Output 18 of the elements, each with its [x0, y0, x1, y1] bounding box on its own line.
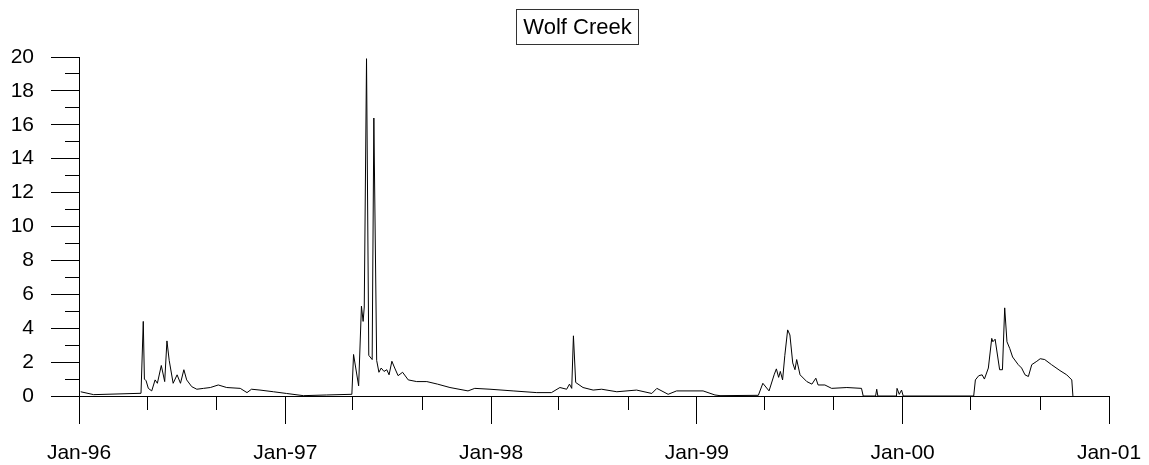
- y-tick-label: 10: [10, 213, 34, 237]
- x-tick-label: Jan-01: [1076, 440, 1142, 464]
- y-tick-label: 12: [10, 179, 34, 203]
- x-tick-label: Jan-96: [46, 440, 112, 464]
- y-tick-label: 16: [10, 111, 34, 135]
- y-tick-label: 20: [10, 43, 34, 67]
- y-tick-label: 18: [10, 77, 34, 101]
- y-tick-label: 6: [22, 281, 34, 305]
- y-tick-label: 8: [22, 247, 34, 271]
- chart-title: Wolf Creek: [516, 9, 639, 45]
- y-tick-label: 4: [22, 315, 35, 338]
- y-tick-label: 2: [22, 348, 34, 372]
- x-tick-label: Jan-97: [253, 440, 318, 464]
- x-tick-label: Jan-00: [870, 440, 935, 464]
- x-tick-label: Jan-98: [459, 440, 524, 464]
- y-tick-label: 0: [22, 382, 34, 406]
- x-tick-label: Jan-99: [664, 440, 729, 464]
- y-tick-label: 14: [10, 145, 35, 169]
